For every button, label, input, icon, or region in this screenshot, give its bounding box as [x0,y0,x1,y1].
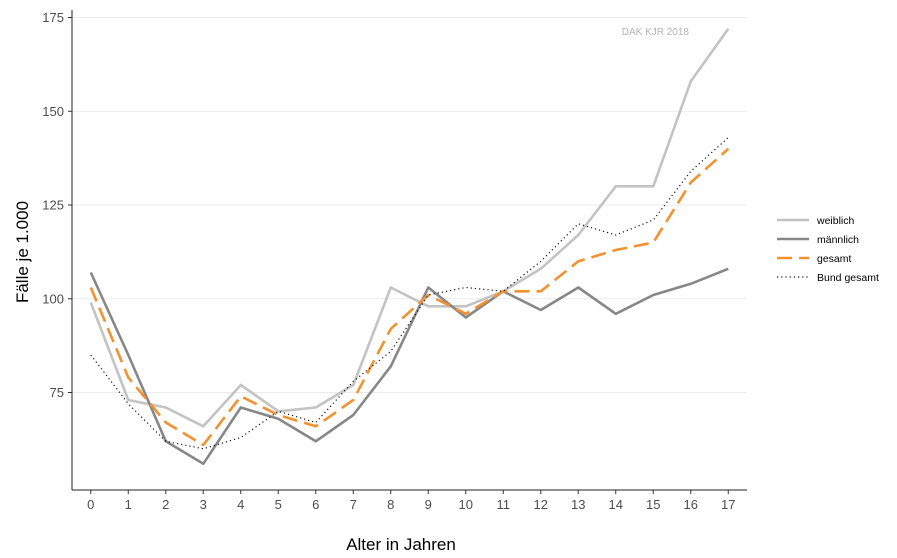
x-tick-label: 3 [200,497,207,512]
legend-label: weiblich [816,215,855,227]
series-line [89,28,730,428]
x-tick-label: 14 [609,497,623,512]
x-tick-label: 16 [684,497,698,512]
x-tick-label: 1 [125,497,132,512]
x-tick-label: 12 [534,497,548,512]
y-tick-label: 150 [42,104,64,119]
y-axis-title: Fälle je 1.000 [13,201,32,303]
x-tick-label: 17 [721,497,735,512]
x-tick-label: 15 [646,497,660,512]
grid-lines [72,17,747,393]
x-axis-title: Alter in Jahren [346,535,456,554]
x-tick-label: 13 [571,497,585,512]
x-tick-label: 4 [237,497,244,512]
y-tick-label: 175 [42,10,64,25]
x-tick-label: 9 [425,497,432,512]
series-lines [89,28,730,466]
x-tick-label: 7 [350,497,357,512]
y-tick-label: 100 [42,291,64,306]
x-tick-label: 0 [87,497,94,512]
y-tick-label: 125 [42,198,64,213]
x-tick-label: 10 [459,497,473,512]
series-line [89,147,730,447]
y-tick-label: 75 [50,385,64,400]
x-tick-label: 5 [275,497,282,512]
legend-label: Bund gesamt [817,272,879,284]
x-tick-label: 6 [312,497,319,512]
series-line [90,137,729,450]
legend: weiblich männlich gesamt Bund gesamt [777,215,879,284]
series-line [89,267,729,466]
x-tick-label: 2 [162,497,169,512]
legend-label: männlich [817,234,859,246]
x-tick-label: 8 [387,497,394,512]
source-annotation: DAK KJR 2018 [622,27,690,38]
legend-label: gesamt [817,253,852,265]
x-tick-label: 11 [497,497,511,512]
